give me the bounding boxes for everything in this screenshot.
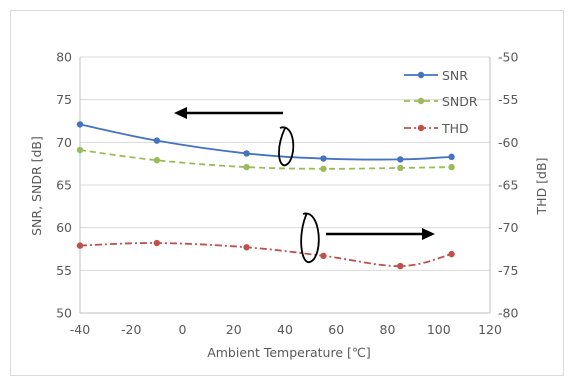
x-tick-label: 120 <box>478 322 502 337</box>
y-left-tick-label: 70 <box>56 135 72 150</box>
data-point-thd <box>397 262 404 270</box>
legend-label-snr: SNR <box>442 68 468 83</box>
data-point-snr <box>397 156 404 163</box>
axes <box>79 57 491 314</box>
data-point-thd <box>153 239 161 247</box>
legend-item-thd: THD <box>404 121 469 136</box>
data-point-sndr <box>153 157 161 164</box>
data-point-thd <box>320 252 327 260</box>
data-point-thd <box>76 242 84 249</box>
data-point-snr <box>76 121 84 128</box>
data-point-snr <box>448 153 455 161</box>
data-point-snr <box>243 150 250 157</box>
legend: SNR SNDR THD <box>404 68 478 136</box>
legend-item-snr: SNR <box>404 68 468 83</box>
tick-labels: 50 55 60 65 70 75 80 -50 -55 -60 -65 -70 -75 -80 -40 -2… <box>56 50 518 338</box>
data-point-sndr <box>320 165 327 172</box>
y-right-axis-title: THD [dB] <box>534 158 549 216</box>
y-right-tick-label: -55 <box>498 92 518 107</box>
left-series-ellipse <box>278 126 295 167</box>
annotations <box>174 107 435 263</box>
y-left-tick-label: 65 <box>56 178 72 193</box>
legend-item-sndr: SNDR <box>404 94 478 109</box>
x-tick-label: 20 <box>226 322 242 337</box>
gridlines <box>80 56 490 314</box>
y-left-tick-label: 80 <box>56 50 72 65</box>
legend-label-thd: THD <box>441 121 469 136</box>
y-right-tick-label: -50 <box>498 50 518 65</box>
x-axis-title: Ambient Temperature [℃] <box>207 345 371 360</box>
x-tick-label: 0 <box>179 322 187 337</box>
data-point-snr <box>320 155 327 162</box>
data-point-sndr <box>397 164 404 172</box>
x-tick-label: 60 <box>328 322 344 337</box>
y-left-tick-label: 50 <box>56 306 72 321</box>
series-layer <box>76 121 455 270</box>
series-line-thd <box>79 242 452 267</box>
y-right-tick-label: -65 <box>498 178 518 193</box>
y-right-tick-label: -80 <box>498 306 518 321</box>
data-point-snr <box>153 137 161 144</box>
data-point-thd <box>243 244 250 251</box>
data-point-sndr <box>76 146 84 154</box>
y-right-tick-label: -70 <box>498 220 518 235</box>
x-tick-label: 80 <box>380 322 396 337</box>
y-right-tick-label: -60 <box>498 135 518 150</box>
x-tick-label: -20 <box>121 322 141 337</box>
y-right-tick-label: -75 <box>498 263 518 278</box>
chart-frame <box>10 10 564 376</box>
thd-series-ellipse <box>300 212 320 263</box>
data-point-thd <box>448 250 455 258</box>
y-left-tick-label: 60 <box>56 220 72 235</box>
y-left-axis-title: SNR, SNDR [dB] <box>29 136 44 236</box>
x-tick-label: 40 <box>277 322 293 337</box>
snr-axis-arrow <box>174 107 283 119</box>
x-tick-label: -40 <box>70 322 90 337</box>
thd-axis-arrow <box>326 228 435 240</box>
y-left-tick-label: 55 <box>56 263 72 278</box>
x-tick-label: 100 <box>427 322 451 337</box>
y-left-tick-label: 75 <box>56 92 72 107</box>
legend-label-sndr: SNDR <box>442 94 478 109</box>
data-point-sndr <box>448 163 455 171</box>
data-point-sndr <box>243 163 250 171</box>
